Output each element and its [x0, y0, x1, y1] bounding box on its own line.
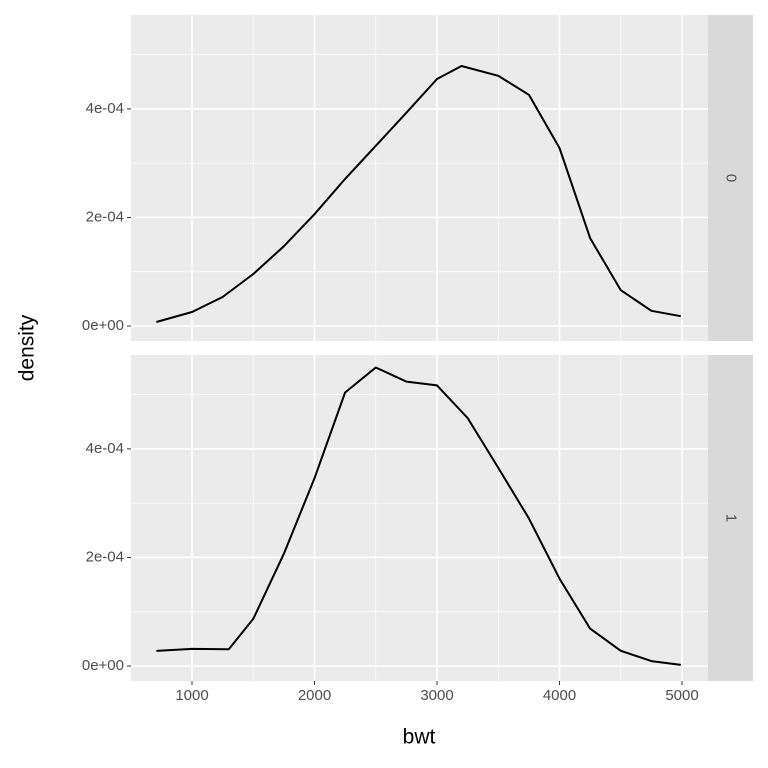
strip-background — [708, 355, 753, 681]
x-tick-label: 2000 — [298, 687, 331, 704]
y-tick-label: 4e-04 — [86, 440, 124, 457]
x-tick-label: 4000 — [543, 687, 576, 704]
strip-label: 1 — [723, 514, 740, 522]
y-tick-label: 2e-04 — [86, 208, 124, 225]
strip-label: 0 — [723, 174, 740, 182]
density-line — [156, 65, 681, 323]
y-axis-title: density — [16, 314, 39, 381]
y-tick-label: 0e+00 — [82, 657, 124, 674]
x-axis-title: bwt — [403, 726, 436, 749]
y-tick-label: 2e-04 — [86, 548, 124, 565]
y-tick-label: 0e+00 — [82, 317, 124, 334]
density-line — [156, 366, 681, 666]
panel-background — [131, 15, 708, 341]
y-tick-label: 4e-04 — [86, 100, 124, 117]
x-tick-label: 1000 — [175, 687, 208, 704]
x-tick-label: 5000 — [665, 687, 698, 704]
strip-background — [708, 15, 753, 341]
x-tick-label: 3000 — [420, 687, 453, 704]
panel-background — [131, 355, 708, 681]
